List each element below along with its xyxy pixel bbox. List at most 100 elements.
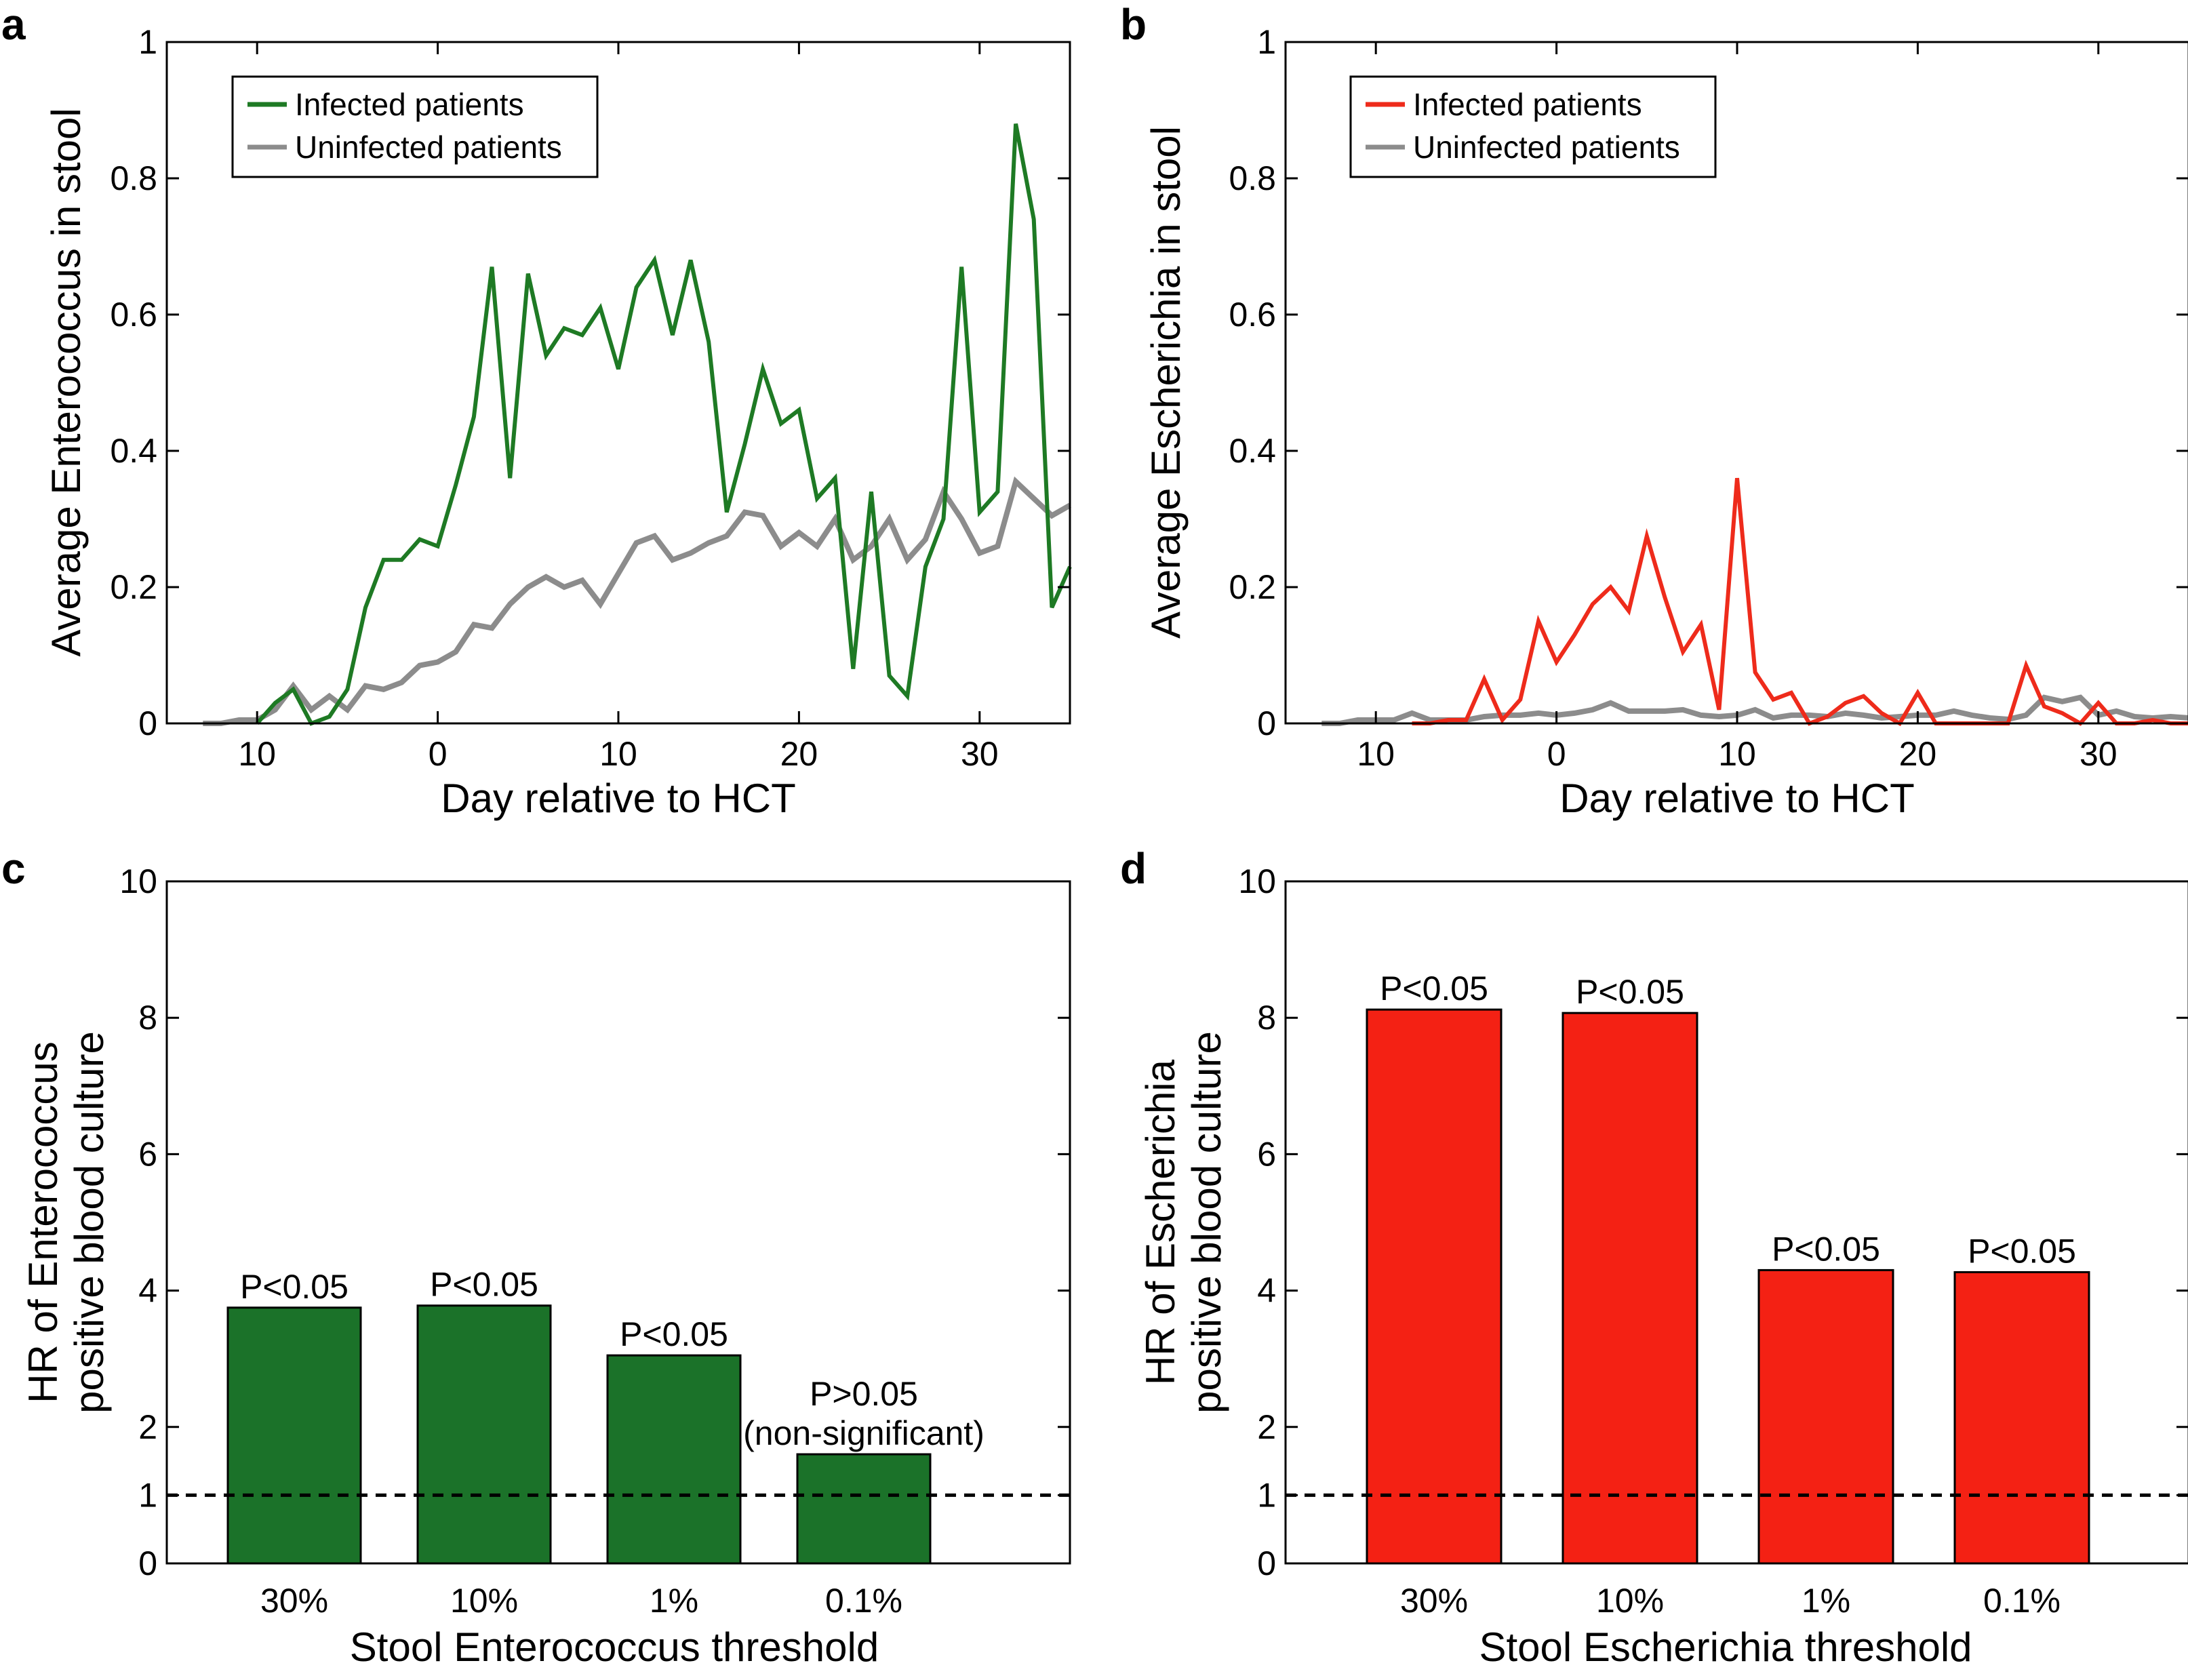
legend-box [231, 75, 599, 178]
x-tick-label: 10 [238, 735, 276, 773]
x-tick-label: 10 [599, 735, 637, 773]
x-tick-label: 10 [1718, 735, 1756, 773]
x-tick-label: 30% [260, 1582, 328, 1620]
bar-annotation: P<0.05 [430, 1266, 538, 1304]
panel-a-ylabel: Average Enterococcus in stool [43, 108, 89, 656]
panel-c-letter: c [1, 844, 26, 893]
panel-c-ticks: 30% 10% 1% 0.1% 0 1 2 4 6 8 10 [119, 862, 1070, 1620]
panel-a-letter: a [1, 0, 26, 49]
panel-c: c P<0.05 P<0.05 P<0.05 P>0.05(non-significa… [1, 844, 1071, 1670]
bar [226, 1306, 362, 1565]
x-tick-label: 20 [1899, 735, 1937, 773]
panel-b-ylabel: Average Escherichia in stool [1143, 126, 1189, 639]
legend-box [1349, 75, 1717, 178]
bar [1366, 1008, 1503, 1565]
y-tick-label: 4 [138, 1272, 157, 1310]
panel-d-frame [1284, 880, 2188, 1565]
bar-annotation: P<0.05 [1772, 1230, 1880, 1268]
y-tick-label: 8 [1257, 999, 1276, 1037]
x-tick-label: 0.1% [1983, 1582, 2061, 1620]
panel-d-ylabel-line1: HR of Escherichia [1138, 1059, 1183, 1385]
bar-annotation: P<0.05 [240, 1268, 349, 1306]
y-tick-label: 0.8 [110, 159, 157, 197]
x-tick-label: 10% [1596, 1582, 1664, 1620]
x-tick-label: 30% [1400, 1582, 1468, 1620]
panel-c-frame [165, 880, 1071, 1565]
y-tick-label: 0.6 [110, 296, 157, 334]
panel-a-marks [203, 123, 1072, 726]
panel-b: b 10 0 10 20 30 0 0.2 0.4 0.6 0.8 1 Infected patie… [1120, 0, 2188, 821]
y-tick-label: 0 [138, 704, 157, 742]
panel-c-ylabel-line2: positive blood culture [66, 1031, 112, 1414]
y-tick-label: 1 [138, 23, 157, 61]
series-line-uninfected [203, 476, 1071, 726]
y-tick-label: 10 [119, 862, 157, 900]
panel-d-marks: P<0.05 P<0.05 P<0.05 P<0.05 [1286, 969, 2188, 1565]
x-tick-label: 10 [1357, 735, 1395, 773]
x-tick-label: 20 [780, 735, 818, 773]
panel-a-ticks: 10 0 10 20 30 0 0.2 0.4 0.6 0.8 1 [110, 23, 1070, 773]
y-tick-label: 10 [1238, 862, 1276, 900]
panel-d-ylabel-line2: positive blood culture [1184, 1031, 1229, 1414]
panel-d-letter: d [1120, 844, 1147, 893]
y-tick-label: 0.2 [1229, 568, 1276, 606]
series-line-infected [1412, 477, 2188, 727]
bar-annotation: (non-significant) [743, 1414, 984, 1452]
x-tick-label: 0.1% [825, 1582, 902, 1620]
bar-annotation: P<0.05 [1380, 969, 1488, 1007]
y-tick-label: 0.6 [1229, 296, 1276, 334]
bar [416, 1304, 552, 1565]
panel-b-xlabel: Day relative to HCT [1559, 776, 1914, 821]
legend-label: Infected patients [1413, 87, 1642, 122]
bar-annotation: P<0.05 [620, 1315, 728, 1353]
y-tick-label: 2 [1257, 1408, 1276, 1446]
y-tick-label: 6 [138, 1135, 157, 1173]
y-tick-label: 0.8 [1229, 159, 1276, 197]
legend-label: Infected patients [295, 87, 524, 122]
bar [1757, 1268, 1894, 1565]
panel-a-xlabel: Day relative to HCT [441, 776, 795, 821]
panel-c-marks: P<0.05 P<0.05 P<0.05 P>0.05(non-significant… [167, 1266, 1070, 1565]
panel-a: a 10 0 10 20 30 0 0.2 0.4 0.6 0.8 1 Infected patie… [1, 0, 1072, 821]
y-tick-label: 4 [1257, 1272, 1276, 1310]
x-tick-label: 30 [2080, 735, 2117, 773]
y-tick-label: 0.2 [110, 568, 157, 606]
panel-d-xlabel: Stool Escherichia threshold [1479, 1624, 1972, 1670]
panel-b-legend: Infected patients Uninfected patients [1349, 75, 1717, 178]
y-tick-label: 0 [1257, 1544, 1276, 1582]
bar-annotation: P<0.05 [1968, 1232, 2076, 1270]
y-tick-label: 6 [1257, 1135, 1276, 1173]
series-line-infected [255, 123, 1072, 726]
y-tick-label: 0.4 [110, 432, 157, 470]
legend-label: Uninfected patients [1413, 129, 1680, 165]
y-tick-label: 1 [1257, 1476, 1276, 1514]
panel-c-xlabel: Stool Enterococcus threshold [350, 1624, 879, 1670]
y-tick-label: 2 [138, 1408, 157, 1446]
x-tick-label: 1% [650, 1582, 698, 1620]
bar-annotation: P<0.05 [1576, 973, 1684, 1011]
y-tick-label: 0.4 [1229, 432, 1276, 470]
legend-label: Uninfected patients [295, 129, 562, 165]
y-tick-label: 0 [138, 1544, 157, 1582]
y-tick-label: 0 [1257, 704, 1276, 742]
panel-c-ylabel-line1: HR of Enterococcus [20, 1041, 66, 1403]
x-tick-label: 1% [1802, 1582, 1850, 1620]
y-tick-label: 1 [1257, 23, 1276, 61]
panel-b-letter: b [1120, 0, 1147, 49]
panel-d-ticks: 30% 10% 1% 0.1% 0 1 2 4 6 8 10 [1238, 862, 2188, 1620]
panel-b-ticks: 10 0 10 20 30 0 0.2 0.4 0.6 0.8 1 [1229, 23, 2188, 773]
panel-a-legend: Infected patients Uninfected patients [231, 75, 599, 178]
panel-d: d P<0.05 P<0.05 P<0.05 P<0.05 30% 10% 1% 0.1% 0… [1120, 844, 2188, 1670]
bar [1953, 1271, 2090, 1565]
x-tick-label: 0 [429, 735, 447, 773]
x-tick-label: 0 [1547, 735, 1566, 773]
bar [606, 1354, 742, 1565]
bar [796, 1453, 932, 1565]
y-tick-label: 8 [138, 999, 157, 1037]
panel-b-marks [1321, 477, 2188, 727]
bar [1562, 1012, 1698, 1565]
bar-annotation: P>0.05 [810, 1375, 918, 1413]
x-tick-label: 10% [450, 1582, 518, 1620]
y-tick-label: 1 [138, 1476, 157, 1514]
